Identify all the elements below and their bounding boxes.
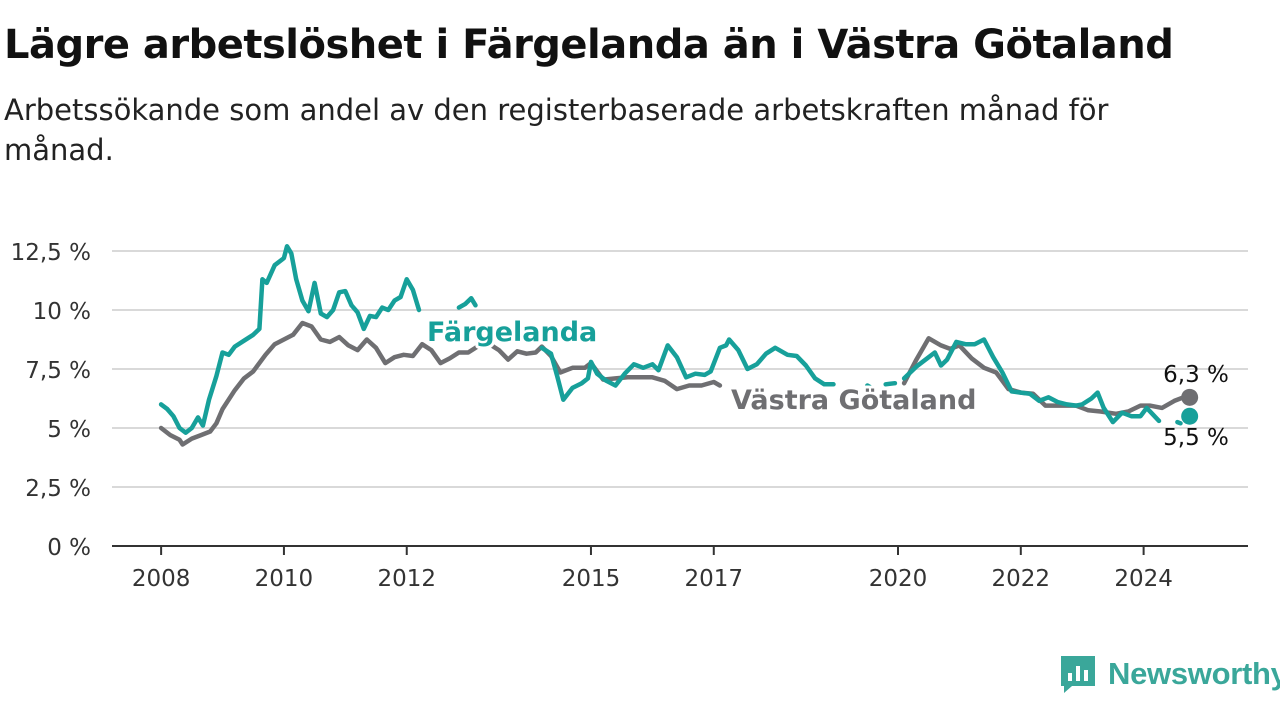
x-tick-label: 2008 — [132, 566, 191, 592]
x-tick-label: 2012 — [377, 566, 436, 592]
series-line — [1175, 419, 1183, 426]
y-tick-label: 7,5 % — [25, 358, 91, 384]
x-tick-label: 2024 — [1114, 566, 1173, 592]
y-tick-label: 2,5 % — [25, 476, 91, 502]
newsworthy-logo-icon — [1061, 656, 1095, 693]
newsworthy-logo[interactable]: Newsworthy — [1058, 652, 1280, 696]
y-tick-label: 5 % — [47, 417, 91, 443]
end-value-label: 6,3 % — [1163, 362, 1229, 388]
series-line — [883, 380, 898, 387]
series-labels: 6,3 % 5,5 % Färgelanda Västra Götaland — [424, 314, 1229, 451]
x-tick-label: 2010 — [255, 566, 314, 592]
x-tick-label: 2015 — [562, 566, 621, 592]
series-name-label: Västra Götaland — [731, 385, 976, 416]
end-value-label: 5,5 % — [1163, 425, 1229, 451]
series-line — [539, 337, 836, 402]
y-tick-label: 10 % — [33, 299, 91, 325]
y-axis-ticks: 0 % 2,5 % 5 % 7,5 % 10 % 12,5 % — [11, 240, 91, 561]
series-line — [158, 244, 422, 435]
series-line — [865, 383, 876, 392]
series-line — [456, 295, 478, 310]
chart-subtitle: Arbetssökande som andel av den registerb… — [4, 93, 1109, 167]
x-tick-label: 2022 — [992, 566, 1051, 592]
grid-lines — [112, 250, 1248, 547]
series-line — [901, 337, 1162, 425]
y-tick-label: 0 % — [47, 535, 91, 561]
end-marker — [1181, 388, 1199, 406]
y-tick-label: 12,5 % — [11, 240, 91, 266]
x-tick-label: 2020 — [869, 566, 928, 592]
series-name-label: Färgelanda — [427, 317, 597, 348]
x-axis-ticks: 2008 2010 2012 2015 2017 2020 2022 2024 — [132, 546, 1173, 592]
newsworthy-logo-text: Newsworthy — [1108, 656, 1280, 691]
end-marker — [1181, 407, 1199, 425]
series-lines — [158, 244, 1192, 447]
chart-title: Lägre arbetslöshet i Färgelanda än i Väs… — [4, 22, 1174, 68]
x-tick-label: 2017 — [684, 566, 743, 592]
